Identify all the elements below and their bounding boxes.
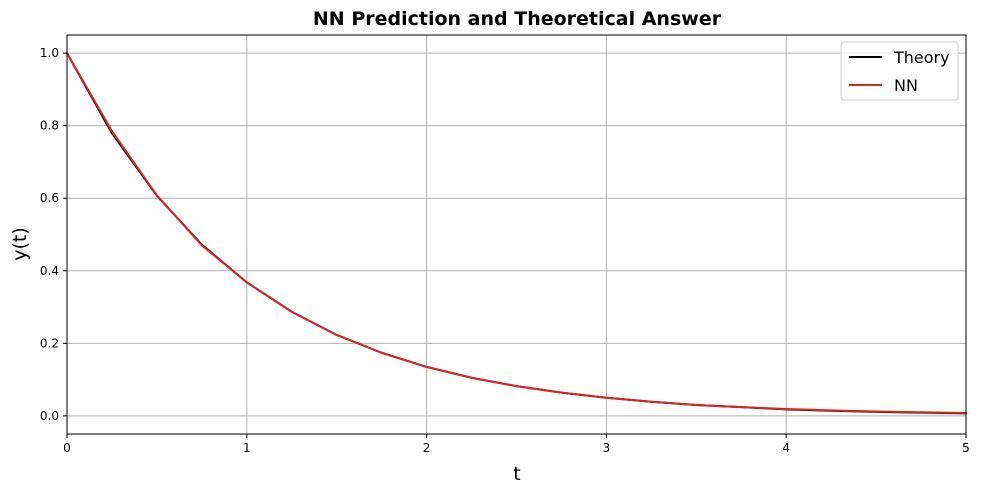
grid (66, 35, 967, 434)
y-tick-label: 0.4 (40, 264, 59, 278)
legend: Theory NN (840, 41, 959, 101)
x-tick-label: 0 (63, 441, 71, 455)
series-layer (66, 52, 967, 415)
legend-label-nn: NN (894, 76, 918, 95)
x-axis-label: t (513, 463, 520, 485)
x-tick-label: 2 (423, 441, 431, 455)
y-tick-label: 1.0 (40, 46, 59, 60)
y-tick-label: 0.6 (40, 191, 59, 205)
x-tick-label: 5 (962, 441, 970, 455)
y-tick-label: 0.2 (40, 336, 59, 350)
series-line-theory (66, 52, 967, 415)
x-tick-label: 1 (243, 441, 251, 455)
y-tick-label: 0.8 (40, 119, 59, 133)
y-tick-label: 0.0 (40, 409, 59, 423)
x-tick-label: 3 (603, 441, 611, 455)
x-tick-label: 4 (782, 441, 790, 455)
y-axis-label: y(t) (9, 227, 31, 261)
legend-label-theory: Theory (893, 48, 950, 67)
chart-title: NN Prediction and Theoretical Answer (313, 8, 722, 30)
axes-frame (66, 34, 967, 435)
series-line-nn (66, 52, 967, 414)
ticks: 0 1 2 3 4 5 0.0 0.2 0.4 0.6 0.8 1.0 (40, 46, 970, 455)
